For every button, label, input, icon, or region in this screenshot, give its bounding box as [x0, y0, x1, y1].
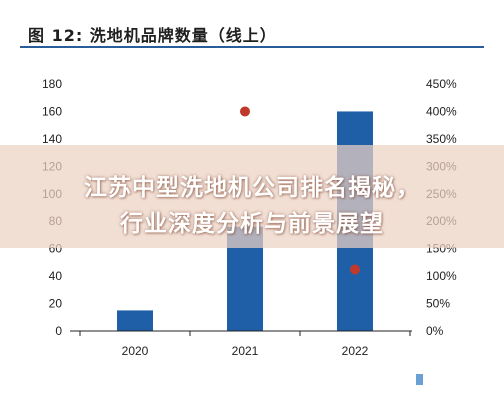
bar — [117, 310, 153, 331]
y2-tick-label: 100% — [426, 269, 457, 283]
overlay-headline-line-2: 行业深度分析与前景展望 — [120, 211, 384, 237]
point-series — [240, 106, 360, 275]
y2-tick-label: 400% — [426, 104, 457, 118]
y2-tick-label: 350% — [426, 132, 457, 146]
data-point — [240, 106, 250, 117]
x-tick-label: 2022 — [342, 344, 369, 358]
y2-tick-label: 50% — [426, 297, 450, 311]
overlay-headline-line-1: 江苏中型洗地机公司排名揭秘， — [84, 175, 420, 201]
y-tick-label: 20 — [49, 297, 63, 311]
x-axis: 2020 2021 2022 — [79, 331, 411, 358]
y2-tick-label: 0% — [426, 324, 444, 338]
title-rule — [20, 46, 484, 48]
x-tick-label: 2020 — [122, 344, 149, 358]
y-tick-label: 160 — [42, 104, 62, 118]
y-tick-label: 180 — [42, 77, 62, 91]
figure-header: 图 12: 洗地机品牌数量（线上） — [0, 0, 504, 46]
overlay-banner — [0, 145, 504, 248]
figure-title: 图 12: 洗地机品牌数量（线上） — [28, 26, 277, 45]
x-tick-label: 2021 — [232, 344, 259, 358]
y2-tick-label: 450% — [426, 77, 457, 91]
data-point — [350, 264, 360, 275]
corner-mark — [416, 374, 423, 385]
y-tick-label: 0 — [55, 324, 62, 338]
y-tick-label: 140 — [42, 132, 62, 146]
y-tick-label: 40 — [49, 269, 63, 283]
